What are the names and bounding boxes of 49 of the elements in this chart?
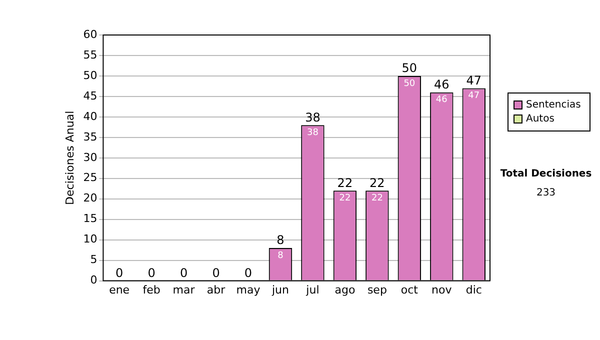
total-label: 0 <box>212 266 220 280</box>
y-tick-label: 25 <box>83 171 98 184</box>
y-tick-label: 0 <box>90 274 98 287</box>
data-label: 22 <box>371 194 383 204</box>
y-tick-label: 55 <box>83 48 98 62</box>
y-tick-label: 45 <box>83 89 98 102</box>
data-label: 8 <box>278 250 284 261</box>
y-tick-label: 15 <box>83 212 98 226</box>
total-label: 22 <box>370 176 385 190</box>
legend-label: Sentencias <box>526 100 581 111</box>
x-tick-label: ago <box>334 283 356 296</box>
total-label: 38 <box>305 110 320 124</box>
x-tick-label: sep <box>367 283 387 296</box>
legend-label: Autos <box>526 114 554 125</box>
x-tick-label: feb <box>142 283 160 296</box>
total-label: 46 <box>434 77 450 92</box>
x-tick-label: dic <box>466 283 482 296</box>
x-tick-label: ene <box>109 283 130 296</box>
y-tick-label: 30 <box>83 150 98 164</box>
total-label: 8 <box>276 233 284 248</box>
x-tick-label: abr <box>206 283 226 296</box>
y-tick-label: 5 <box>90 253 98 266</box>
y-tick-label: 60 <box>83 28 98 41</box>
data-label: 50 <box>404 78 416 89</box>
y-tick-label: 40 <box>83 110 98 123</box>
total-label: 0 <box>244 266 252 280</box>
x-tick-label: jun <box>270 283 290 296</box>
total-label: 0 <box>180 266 188 280</box>
total-label: 0 <box>148 266 156 280</box>
total-label: 50 <box>402 61 418 76</box>
total-label: 47 <box>466 73 482 88</box>
text: 233 <box>536 188 556 199</box>
y-tick-label: 50 <box>83 68 98 82</box>
total-label: 22 <box>337 176 353 190</box>
y-tick-label: 10 <box>83 232 98 246</box>
x-tick-label: jul <box>305 283 320 296</box>
total-label: 0 <box>115 266 124 280</box>
data-label: 47 <box>468 91 480 102</box>
text: Total Decisiones <box>500 168 592 180</box>
y-tick-label: 35 <box>83 130 98 144</box>
x-tick-label: oct <box>400 283 419 296</box>
x-tick-label: nov <box>432 283 452 296</box>
x-tick-label: may <box>236 283 261 296</box>
data-label: 38 <box>306 128 319 138</box>
data-label: 46 <box>436 95 448 106</box>
x-tick-label: mar <box>172 283 196 296</box>
y-axis-title: Decisiones Anual <box>63 110 76 205</box>
y-tick-label: 20 <box>83 192 98 205</box>
data-label: 22 <box>339 194 351 204</box>
